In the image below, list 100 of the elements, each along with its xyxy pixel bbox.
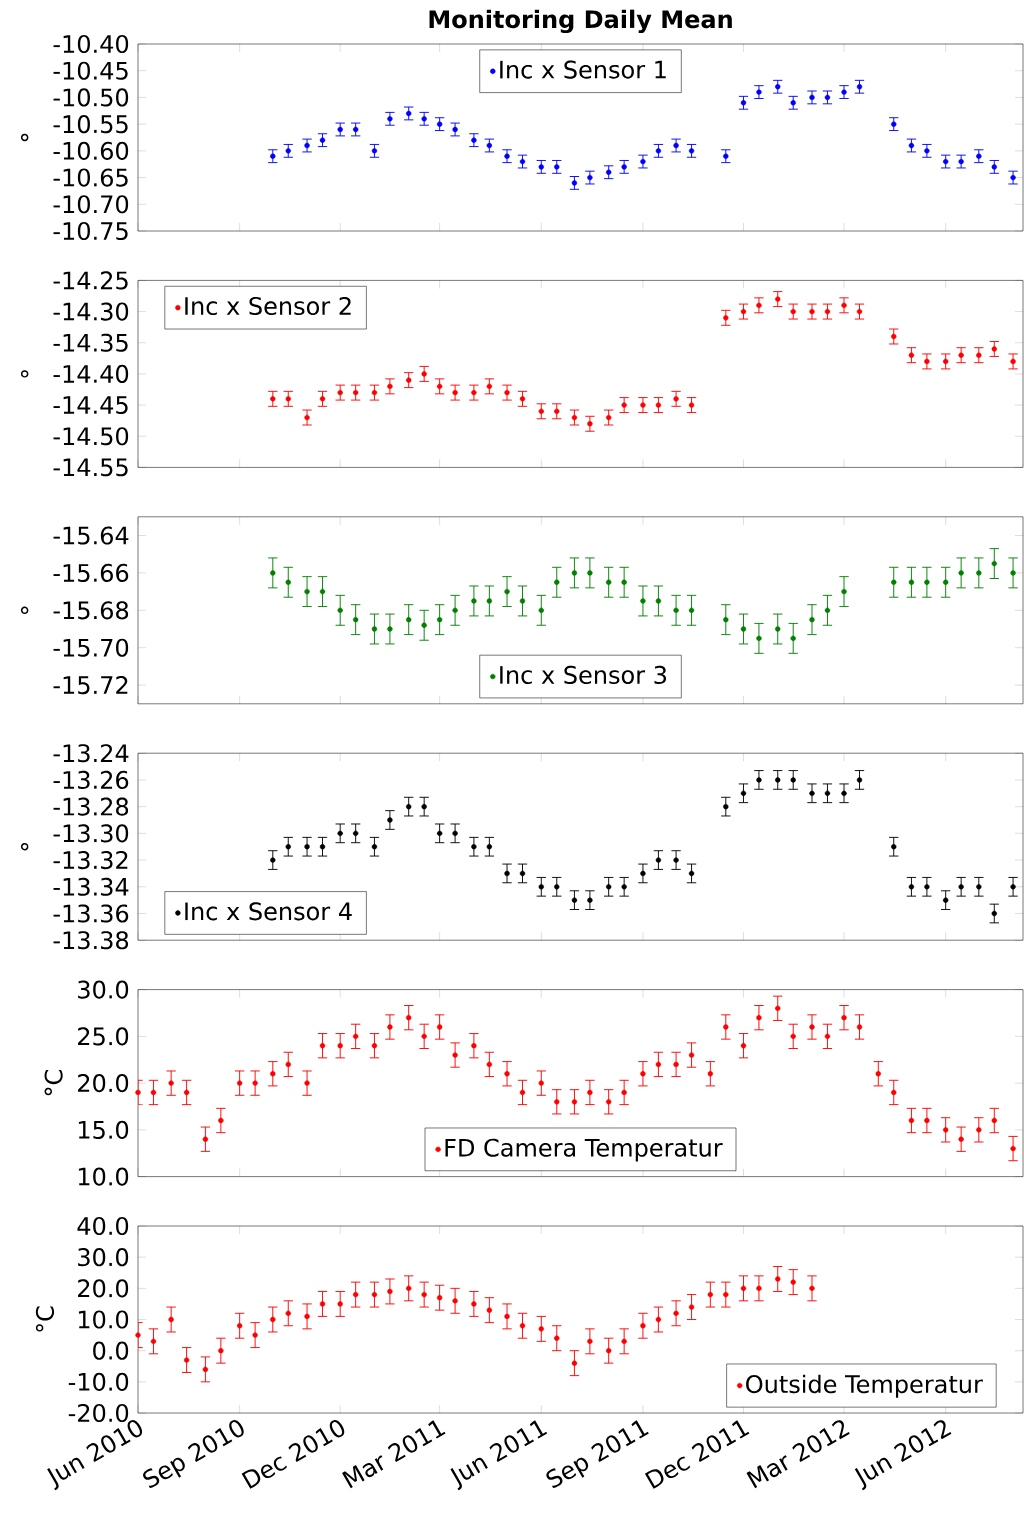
point xyxy=(621,1338,627,1344)
point xyxy=(756,1285,762,1292)
point xyxy=(606,414,612,421)
y-tick-label: -10.70 xyxy=(53,195,129,214)
point xyxy=(841,302,847,309)
point xyxy=(538,1080,544,1086)
point xyxy=(183,1089,190,1096)
point xyxy=(538,164,544,170)
point xyxy=(387,116,393,122)
y-tick-label: 30.0 xyxy=(78,980,129,999)
point xyxy=(587,1089,593,1096)
point xyxy=(304,1313,310,1320)
point xyxy=(337,1043,343,1049)
point xyxy=(270,570,276,576)
point xyxy=(252,1080,258,1086)
point xyxy=(337,830,343,837)
point xyxy=(756,302,762,309)
point xyxy=(809,790,815,796)
point xyxy=(688,402,695,408)
point xyxy=(958,352,964,358)
point xyxy=(790,1033,796,1040)
point xyxy=(352,1291,359,1298)
y-axis-title: °C xyxy=(44,1070,63,1096)
y-tick-label: -14.25 xyxy=(53,271,128,290)
point xyxy=(856,84,863,90)
point xyxy=(504,1071,510,1077)
point xyxy=(436,1024,443,1030)
point xyxy=(688,1304,695,1310)
point xyxy=(655,598,662,604)
point xyxy=(554,884,560,890)
point xyxy=(486,142,493,149)
point xyxy=(285,396,291,402)
point xyxy=(707,1291,714,1298)
y-tick-label: -10.55 xyxy=(53,115,128,134)
point xyxy=(756,635,762,642)
point xyxy=(587,421,593,427)
point xyxy=(621,164,627,170)
point xyxy=(856,777,863,783)
point xyxy=(150,1338,157,1344)
point xyxy=(856,308,863,315)
point xyxy=(471,844,477,850)
point xyxy=(809,94,815,101)
point xyxy=(606,1099,612,1105)
point xyxy=(1010,570,1016,576)
point xyxy=(673,607,679,613)
point xyxy=(809,616,815,623)
point xyxy=(319,1043,326,1049)
point xyxy=(908,579,915,585)
point xyxy=(352,830,359,837)
point xyxy=(673,1310,679,1316)
point xyxy=(991,560,997,567)
point xyxy=(841,790,847,796)
point xyxy=(640,598,646,604)
point xyxy=(319,844,326,850)
point xyxy=(640,1323,646,1329)
point xyxy=(958,884,964,890)
y-tick-label: -15.72 xyxy=(53,676,128,695)
point xyxy=(135,1089,141,1096)
point xyxy=(976,884,982,890)
point xyxy=(809,1285,815,1292)
point xyxy=(688,1052,695,1058)
y-tick-label: -20.0 xyxy=(68,1403,129,1423)
point xyxy=(1010,358,1016,365)
y-tick-label: -14.50 xyxy=(53,427,129,446)
y-tick-label: -14.30 xyxy=(53,302,129,321)
point xyxy=(891,121,897,127)
point xyxy=(775,296,781,302)
point xyxy=(371,389,378,396)
point xyxy=(673,396,679,402)
point xyxy=(406,1014,412,1021)
point xyxy=(707,1071,714,1077)
y-tick-label: -13.32 xyxy=(53,850,128,870)
point xyxy=(387,626,393,632)
point xyxy=(436,616,443,623)
point xyxy=(756,777,762,783)
y-tick-label: -13.28 xyxy=(53,797,129,816)
point xyxy=(958,1136,964,1142)
point xyxy=(319,588,326,595)
point xyxy=(319,1301,326,1307)
point xyxy=(183,1357,190,1363)
point xyxy=(606,884,612,890)
point xyxy=(486,383,493,390)
point xyxy=(908,352,915,358)
point xyxy=(740,1043,747,1049)
point xyxy=(775,84,781,90)
point xyxy=(809,308,815,315)
point xyxy=(723,153,729,159)
point xyxy=(504,588,510,595)
point xyxy=(304,142,310,149)
point xyxy=(519,158,526,165)
point xyxy=(352,1033,359,1040)
point xyxy=(908,142,915,149)
point xyxy=(236,1323,243,1329)
point xyxy=(285,148,291,154)
point xyxy=(673,1061,679,1068)
y-tick-label: 20.0 xyxy=(78,1074,129,1093)
point xyxy=(304,844,310,850)
point xyxy=(452,607,458,613)
point xyxy=(606,579,612,585)
point xyxy=(319,137,326,143)
